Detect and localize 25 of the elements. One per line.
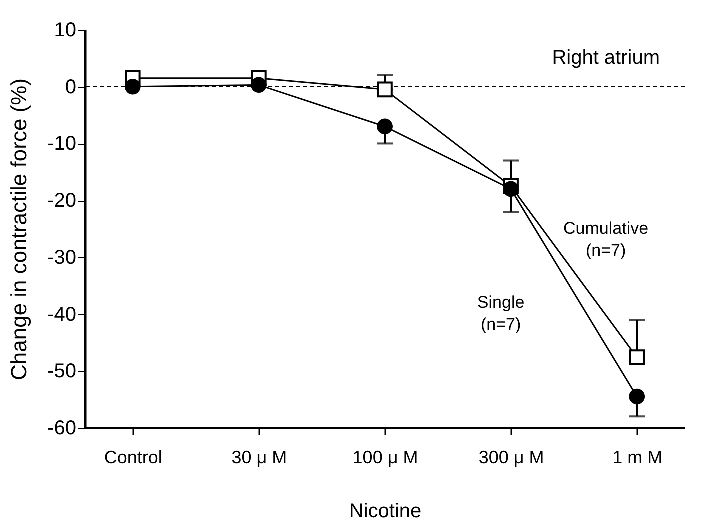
point bbox=[377, 82, 393, 98]
y-tick-label: -50 bbox=[48, 360, 76, 383]
y-tick-label: -60 bbox=[48, 418, 76, 440]
annotation: Right atrium bbox=[552, 47, 660, 69]
point bbox=[251, 77, 267, 94]
point bbox=[629, 388, 645, 405]
point bbox=[629, 350, 645, 366]
x-tick-label: Control bbox=[104, 448, 162, 468]
y-tick-label: 0 bbox=[65, 76, 76, 98]
point bbox=[503, 181, 519, 198]
x-axis-title: Nicotine bbox=[349, 500, 422, 522]
point bbox=[377, 118, 393, 135]
text: Single (n=7) bbox=[477, 292, 525, 334]
x-tick-label: 1 m M bbox=[612, 448, 663, 468]
y-tick-label: -10 bbox=[48, 133, 76, 156]
series-label: Cumulative (n=7) bbox=[564, 219, 649, 260]
y-tick-label: -20 bbox=[48, 190, 76, 212]
y-tick-label: -30 bbox=[48, 246, 76, 269]
point bbox=[125, 78, 141, 95]
y-tick-label: 10 bbox=[54, 20, 76, 42]
x-tick-label: 300 μ M bbox=[478, 448, 544, 468]
x-tick-label: 100 μ M bbox=[352, 448, 418, 468]
y-tick-label: -40 bbox=[48, 304, 76, 326]
y-axis-title: Change in contractile force (%) bbox=[6, 78, 32, 381]
x-tick-label: 30 μ M bbox=[232, 448, 288, 468]
